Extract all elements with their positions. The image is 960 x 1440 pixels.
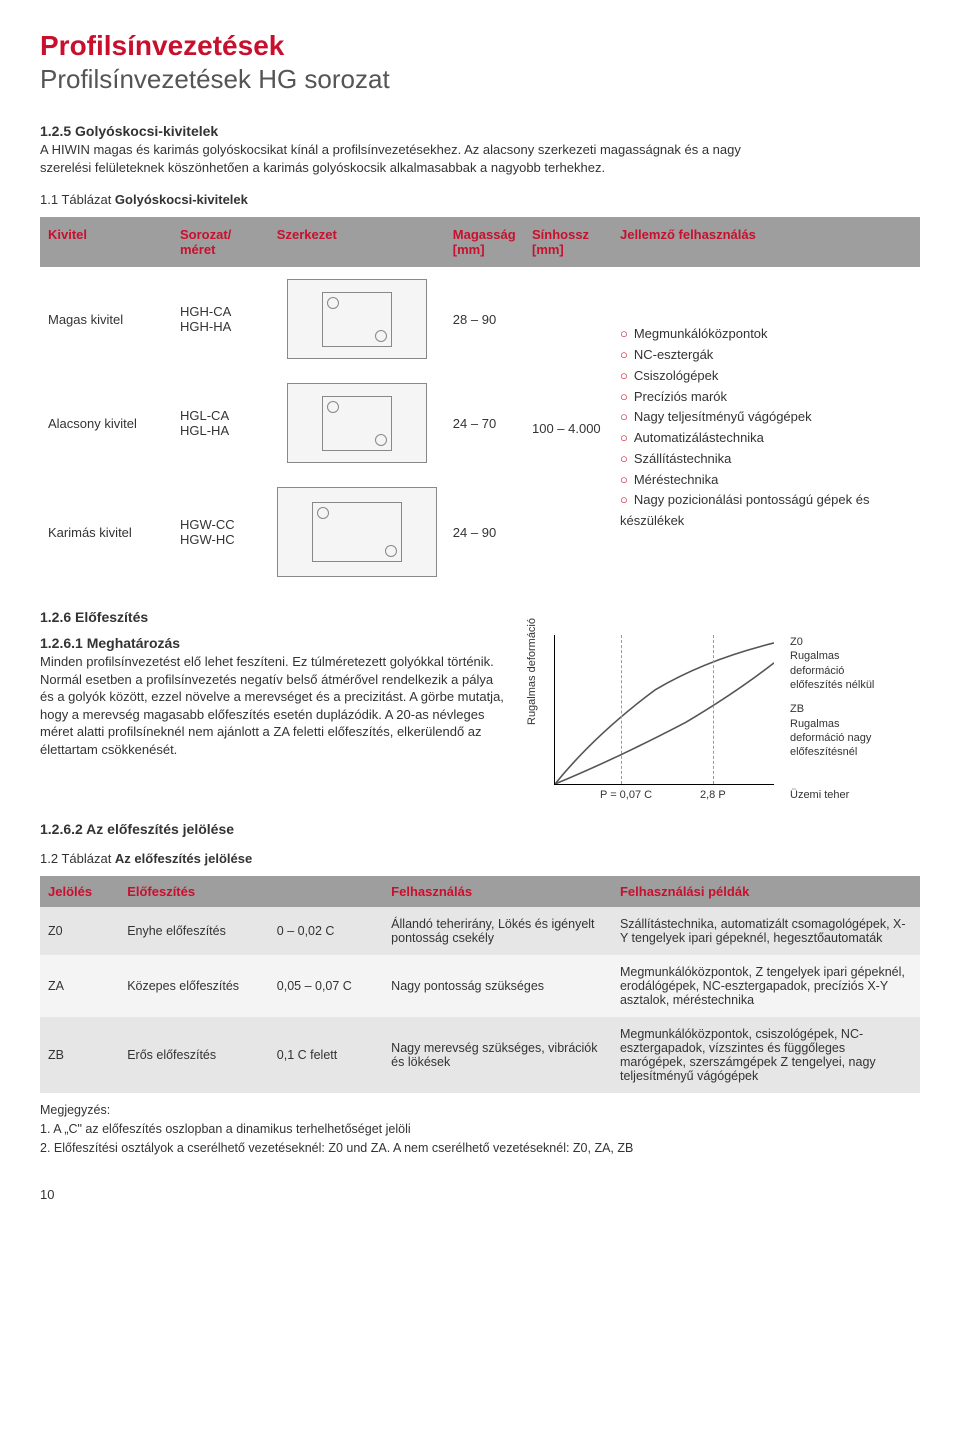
use-list-item: Megmunkálóközpontok — [620, 324, 912, 345]
t1-h-kivitel: Kivitel — [40, 217, 172, 267]
table-2: Jelölés Előfeszítés Felhasználás Felhasz… — [40, 876, 920, 1093]
t2-h-blank — [269, 876, 383, 907]
t1-h-magassag: Magasság [mm] — [445, 217, 524, 267]
t2-cell: Szállítástechnika, automatizált csomagol… — [612, 907, 920, 955]
t2-cell: 0 – 0,02 C — [269, 907, 383, 955]
t1-h-jellemzo: Jellemző felhasználás — [612, 217, 920, 267]
section-125-body: A HIWIN magas és karimás golyóskocsikat … — [40, 141, 790, 176]
t2-cell: Nagy pontosság szükséges — [383, 955, 612, 1017]
legend-z0-desc: Rugalmas deformáció előfeszítés nélkül — [790, 649, 880, 692]
table2-caption: 1.2 Táblázat Az előfeszítés jelölése — [40, 851, 920, 866]
t1-r0-mag: 28 – 90 — [445, 267, 524, 371]
chart-ylabel: Rugalmas deformáció — [526, 618, 538, 725]
notes: Megjegyzés: 1. A „C" az előfeszítés oszl… — [40, 1101, 920, 1157]
t2-cell: Közepes előfeszítés — [119, 955, 269, 1017]
legend-z0-title: Z0 — [790, 635, 880, 649]
section-1261-heading: 1.2.6.1 Meghatározás — [40, 635, 510, 651]
section-1262-heading: 1.2.6.2 Az előfeszítés jelölése — [40, 821, 920, 837]
use-list-item: Precíziós marók — [620, 387, 912, 408]
t2-h-felh: Felhasználás — [383, 876, 612, 907]
section-125-heading: 1.2.5 Golyóskocsi-kivitelek — [40, 123, 920, 139]
t1-r2-sorozat: HGW-CC HGW-HC — [172, 475, 269, 589]
use-list-item: Nagy pozicionálási pontosságú gépek és k… — [620, 490, 912, 532]
t2-h-jeloles: Jelölés — [40, 876, 119, 907]
legend-zb-title: ZB — [790, 702, 880, 716]
t2-cell: Megmunkálóközpontok, Z tengelyek ipari g… — [612, 955, 920, 1017]
page-title-main: Profilsínvezetések — [40, 30, 920, 62]
section-1261-body: Minden profilsínvezetést elő lehet feszí… — [40, 653, 510, 758]
t1-r1-mag: 24 – 70 — [445, 371, 524, 475]
use-list-item: Automatizálástechnika — [620, 428, 912, 449]
t2-cell: 0,05 – 0,07 C — [269, 955, 383, 1017]
t2-cell: Z0 — [40, 907, 119, 955]
use-list-item: NC-esztergák — [620, 345, 912, 366]
t1-h-sinhossz: Sínhossz [mm] — [524, 217, 612, 267]
t1-r2-mag: 24 – 90 — [445, 475, 524, 589]
t1-r0-diagram — [269, 267, 445, 371]
t2-h-peldak: Felhasználási példák — [612, 876, 920, 907]
table-1: Kivitel Sorozat/ méret Szerkezet Magassá… — [40, 217, 920, 589]
chart-x-uzemi: Üzemi teher — [790, 789, 849, 801]
t1-sinhossz: 100 – 4.000 — [524, 267, 612, 589]
t1-r1-sorozat: HGL-CA HGL-HA — [172, 371, 269, 475]
chart-x-28p: 2,8 P — [700, 789, 726, 801]
t1-r0-sorozat: HGH-CA HGH-HA — [172, 267, 269, 371]
use-list-item: Nagy teljesítményű vágógépek — [620, 407, 912, 428]
t1-h-szerkezet: Szerkezet — [269, 217, 445, 267]
t1-r1-diagram — [269, 371, 445, 475]
preload-chart: Rugalmas deformáció Z0 Rugalmas deformác… — [540, 635, 880, 815]
table1-caption: 1.1 Táblázat Golyóskocsi-kivitelek — [40, 192, 920, 207]
t2-cell: ZB — [40, 1017, 119, 1093]
t2-cell: ZA — [40, 955, 119, 1017]
use-list-item: Méréstechnika — [620, 470, 912, 491]
t2-cell: Megmunkálóközpontok, csiszológépek, NC-e… — [612, 1017, 920, 1093]
t1-r1-kivitel: Alacsony kivitel — [40, 371, 172, 475]
page-number: 10 — [40, 1187, 920, 1202]
use-list-item: Csiszológépek — [620, 366, 912, 387]
t2-cell: Nagy merevség szükséges, vibrációk és lö… — [383, 1017, 612, 1093]
t1-uses: MegmunkálóközpontokNC-esztergákCsiszológ… — [612, 267, 920, 589]
t2-cell: Enyhe előfeszítés — [119, 907, 269, 955]
chart-x-p: P = 0,07 C — [600, 789, 652, 801]
legend-zb-desc: Rugalmas deformáció nagy előfeszítésnél — [790, 717, 880, 760]
t2-h-elofesz: Előfeszítés — [119, 876, 269, 907]
section-126-heading: 1.2.6 Előfeszítés — [40, 609, 920, 625]
use-list-item: Szállítástechnika — [620, 449, 912, 470]
t1-h-sorozat: Sorozat/ méret — [172, 217, 269, 267]
page-title-sub: Profilsínvezetések HG sorozat — [40, 64, 920, 95]
t1-r0-kivitel: Magas kivitel — [40, 267, 172, 371]
t2-cell: Állandó teherirány, Lökés és igényelt po… — [383, 907, 612, 955]
t1-r2-diagram — [269, 475, 445, 589]
t1-r2-kivitel: Karimás kivitel — [40, 475, 172, 589]
t2-cell: Erős előfeszítés — [119, 1017, 269, 1093]
t2-cell: 0,1 C felett — [269, 1017, 383, 1093]
